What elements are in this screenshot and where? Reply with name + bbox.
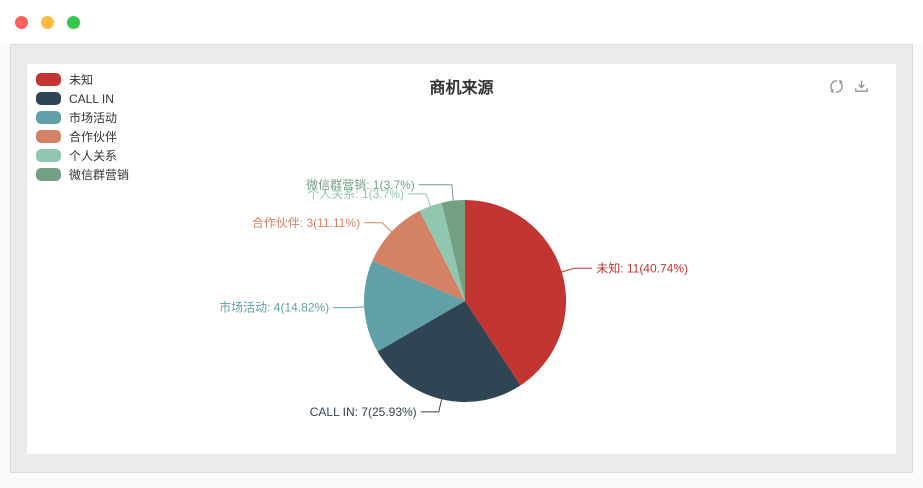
legend-label: 合作伙伴	[69, 130, 118, 144]
pie-label: 市场活动: 4(14.82%)	[219, 300, 329, 315]
legend: 未知 CALL IN 市场活动合作伙伴个人关系微信群营销	[36, 70, 129, 184]
pie-label-line	[408, 193, 431, 207]
legend-swatch	[36, 168, 61, 181]
legend-item-2[interactable]: 市场活动	[36, 108, 129, 127]
legend-item-0[interactable]: 未知	[36, 70, 129, 89]
pie-label-line	[364, 222, 392, 233]
legend-swatch	[36, 73, 61, 86]
minimize-button[interactable]	[41, 15, 54, 29]
pie-label-line	[333, 306, 365, 309]
pie-label: 微信群营销: 1(3.7%)	[306, 178, 415, 192]
refresh-icon	[830, 79, 843, 94]
legend-label: 个人关系	[69, 149, 118, 163]
legend-label: CALL IN	[69, 91, 114, 106]
chart-card: 未知: 11(40.74%) CALL IN: 7(25.93%) 市场活动: 4(…	[27, 64, 896, 454]
legend-item-4[interactable]: 个人关系	[36, 146, 129, 165]
pie-label-line	[561, 267, 593, 273]
legend-label: 未知	[69, 73, 94, 87]
close-button[interactable]	[15, 15, 28, 29]
pie-slice-0[interactable]	[465, 200, 567, 386]
legend-swatch	[36, 111, 61, 124]
pie-label: 合作伙伴: 3(11.11%)	[252, 215, 360, 230]
pie-slice-2[interactable]	[364, 261, 465, 352]
legend-swatch	[36, 149, 61, 162]
legend-label: 微信群营销	[69, 168, 130, 182]
page-background-panel: 未知: 11(40.74%) CALL IN: 7(25.93%) 市场活动: 4(…	[10, 44, 913, 473]
legend-item-1[interactable]: CALL IN	[36, 89, 129, 108]
pie-label: 个人关系: 1(3.7%)	[307, 187, 404, 201]
pie-label: CALL IN: 7(25.93%)	[310, 405, 417, 419]
legend-swatch	[36, 92, 61, 105]
legend-item-3[interactable]: 合作伙伴	[36, 127, 129, 146]
legend-item-5[interactable]: 微信群营销	[36, 165, 129, 184]
chart-toolbar	[827, 77, 871, 96]
refresh-button[interactable]	[827, 77, 846, 96]
download-button[interactable]	[852, 77, 871, 96]
pie-label-line	[420, 399, 443, 413]
pie-label-line	[418, 184, 454, 201]
pie-chart: 未知: 11(40.74%) CALL IN: 7(25.93%) 市场活动: 4(…	[219, 178, 688, 419]
pie-label: 未知: 11(40.74%)	[596, 261, 688, 275]
window-titlebar	[0, 0, 923, 44]
legend-label: 市场活动	[69, 111, 118, 125]
legend-swatch	[36, 130, 61, 143]
pie-slice-5[interactable]	[441, 199, 465, 301]
pie-slice-1[interactable]	[377, 301, 521, 403]
pie-slice-4[interactable]	[419, 202, 465, 301]
download-icon	[855, 80, 868, 92]
pie-slice-3[interactable]	[372, 210, 465, 301]
maximize-button[interactable]	[67, 15, 80, 29]
